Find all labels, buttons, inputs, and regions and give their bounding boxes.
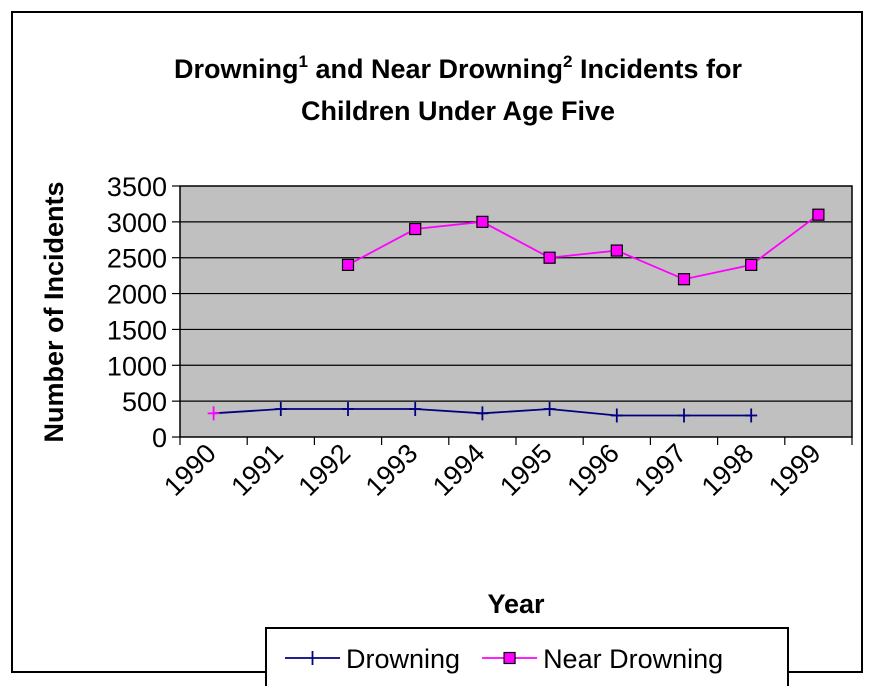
- title-superscript-2: 2: [563, 52, 572, 71]
- series-drowning: [207, 402, 758, 423]
- y-tick-label: 2000: [107, 280, 167, 310]
- y-tick-label: 3500: [107, 172, 167, 202]
- x-tick-label-1993: 1993: [360, 438, 424, 502]
- y-tick-label: 500: [122, 387, 167, 417]
- legend-item-near-drowning: Near Drowning: [482, 644, 723, 674]
- y-tick-label: 3000: [107, 208, 167, 238]
- data-point-marker: [476, 406, 489, 421]
- x-axis-label: Year: [487, 589, 545, 619]
- data-point-marker: [207, 406, 220, 421]
- title-superscript-1: 1: [299, 52, 308, 71]
- data-point-marker: [409, 222, 422, 236]
- data-point-marker: [476, 215, 489, 228]
- series-layer: [207, 208, 825, 423]
- data-point-marker: [812, 208, 825, 221]
- data-point-marker: [341, 258, 355, 271]
- y-tick-label: 1500: [107, 315, 167, 345]
- title-part-near-drowning: and Near Drowning: [308, 54, 563, 84]
- series-line: [347, 213, 819, 281]
- x-tick-label-1998: 1998: [696, 438, 760, 502]
- data-point-marker: [342, 402, 354, 417]
- data-point-marker: [745, 408, 758, 423]
- title-part-drowning: Drowning: [174, 54, 298, 84]
- legend-label: Near Drowning: [543, 644, 723, 674]
- legend-marker: [503, 651, 516, 665]
- data-point-marker: [543, 251, 556, 264]
- y-tick-label: 0: [152, 423, 167, 453]
- data-point-marker: [610, 408, 623, 423]
- data-point-marker: [409, 402, 422, 417]
- y-tick-label: 2500: [107, 244, 167, 274]
- gridlines: [180, 221, 852, 402]
- x-tick-label-1995: 1995: [494, 438, 558, 502]
- x-tick-label-1996: 1996: [561, 438, 625, 502]
- data-point-marker: [610, 244, 623, 257]
- legend-box: [265, 627, 789, 686]
- x-tick-label-1992: 1992: [293, 438, 357, 502]
- x-tick-label-1990: 1990: [158, 438, 222, 502]
- data-point-marker: [274, 402, 287, 417]
- title-part-incidents: Incidents for: [572, 54, 742, 84]
- chart-title-line2: Children Under Age Five: [301, 96, 615, 126]
- plot-area: [179, 185, 853, 438]
- y-tick-label: 1000: [107, 351, 167, 381]
- x-tick-label-1997: 1997: [629, 438, 693, 502]
- x-tick-label-1994: 1994: [427, 438, 491, 502]
- legend-label: Drowning: [346, 644, 460, 674]
- x-tick-label-1999: 1999: [763, 438, 827, 502]
- y-axis-label: Number of Incidents: [39, 181, 69, 442]
- data-point-marker: [677, 273, 691, 286]
- data-point-marker: [543, 402, 556, 417]
- chart-title-line1: Drowning1 and Near Drowning2 Incidents f…: [174, 52, 742, 84]
- legend-item-drowning: Drowning: [285, 644, 460, 674]
- x-tick-label-1991: 1991: [225, 438, 289, 502]
- legend: Drowning Near Drowning: [265, 627, 789, 686]
- data-point-marker: [745, 258, 758, 271]
- data-point-marker: [678, 408, 690, 423]
- series-near-drowning: [341, 208, 825, 286]
